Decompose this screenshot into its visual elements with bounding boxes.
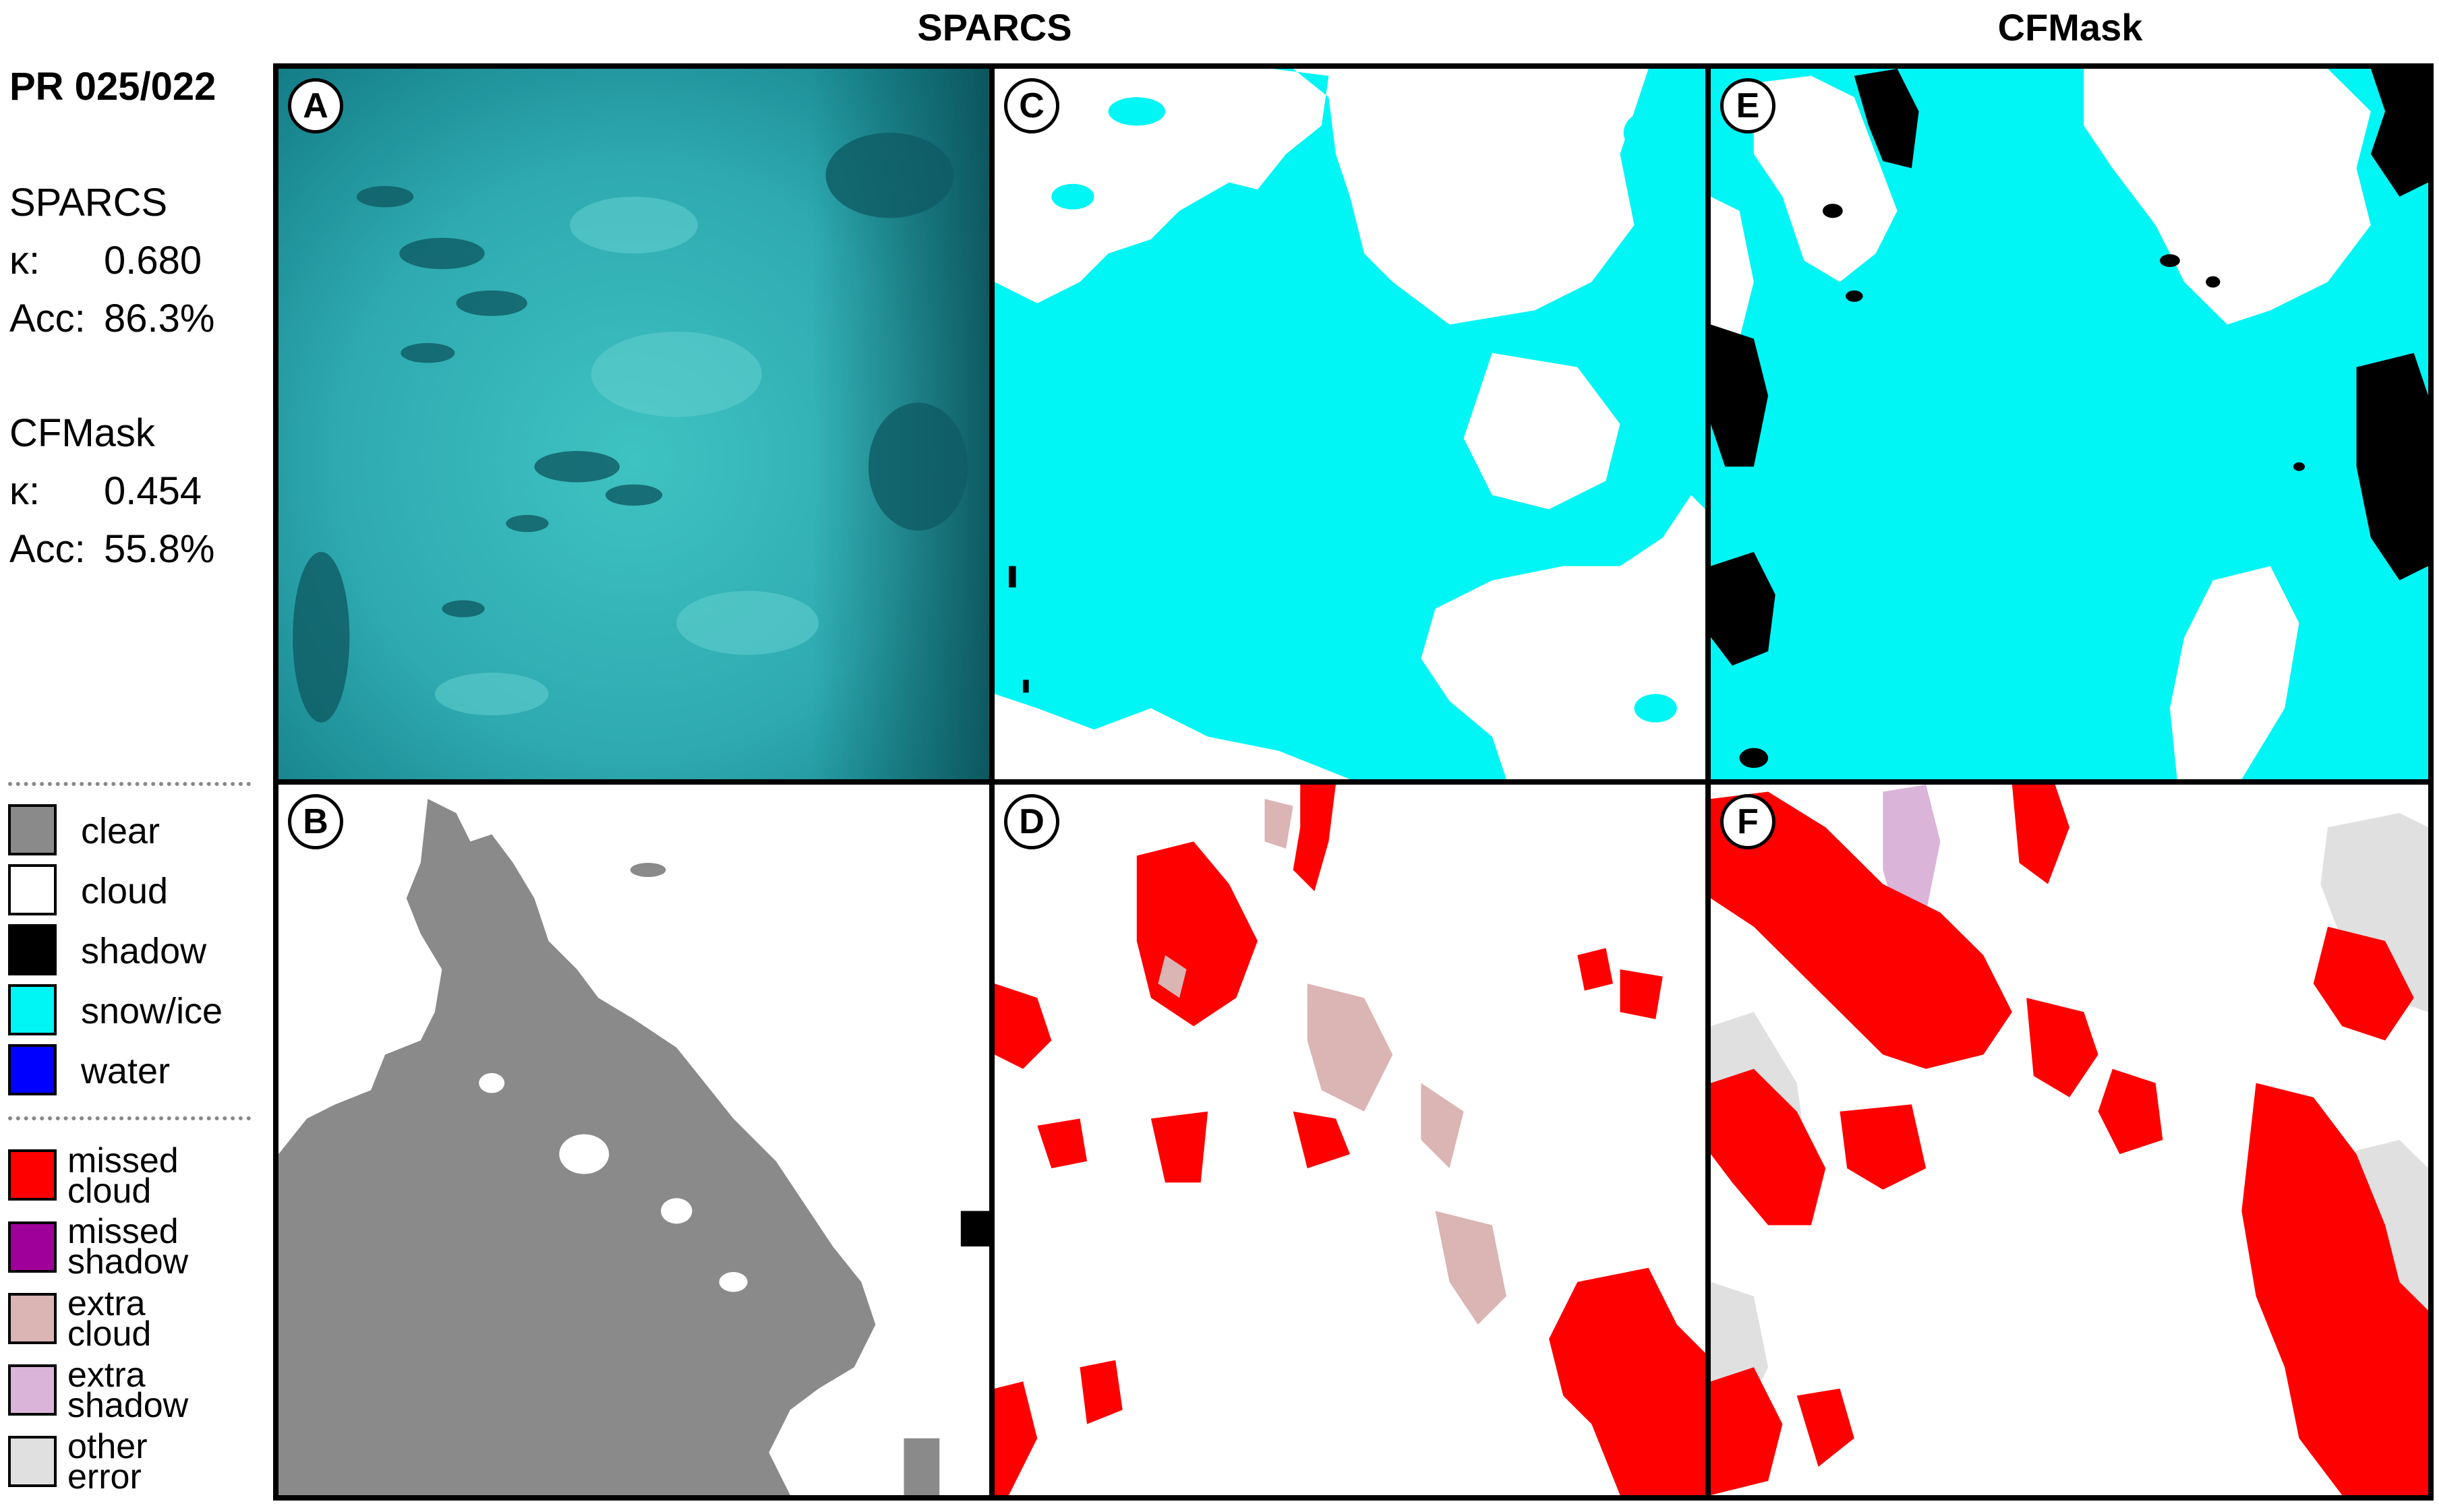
panel-f-letter: F [1720,794,1775,849]
panel-a-satellite-image: A [273,63,995,785]
panel-e-letter: E [1720,78,1775,133]
sidebar: PR 025/022 SPARCS κ: 0.680 Acc: 86.3% CFMa… [0,0,270,1512]
legend-label-shadow: shadow [81,931,207,971]
cfmask-kappa-row: κ: 0.454 [9,472,202,511]
panel-c-letter: C [1004,78,1059,133]
legend-label-water: water [81,1051,171,1091]
sparcs-kappa-row: κ: 0.680 [9,241,202,280]
legend-swatch-cloud [8,864,57,915]
cfmask-acc-row: Acc: 55.8% [9,530,214,569]
sparcs-acc-label: Acc: [9,297,86,340]
legend-label-snow-ice: snow/ice [81,991,223,1031]
sparcs-error-map-image [995,785,1705,1495]
panel-c-sparcs-classification: C [989,63,1711,785]
legend-swatch-missed-cloud [8,1149,57,1201]
legend-label-missed-cloud: missed cloud [67,1141,179,1211]
legend-swatch-shadow [8,924,57,975]
path-row-label: PR 025/022 [9,65,216,109]
cfmask-kappa-value: 0.454 [104,469,202,513]
legend-label-other-error: other error [67,1427,148,1496]
legend-swatch-missed-shadow [8,1221,57,1273]
sparcs-acc-row: Acc: 86.3% [9,299,214,338]
legend-swatch-clear [8,804,57,855]
panel-d-sparcs-error-map: D [989,779,1711,1501]
panel-d-letter: D [1004,794,1059,849]
column-header-cfmask: CFMask [1997,6,2143,49]
panel-a-letter: A [288,78,343,133]
legend-label-extra-cloud: extra cloud [67,1284,152,1354]
panel-f-cfmask-error-map: F [1705,779,2434,1501]
cfmask-acc-value: 55.8% [104,527,215,571]
legend-swatch-other-error [8,1436,57,1487]
legend-label-clear: clear [81,811,160,851]
panel-b-reference-mask: B [273,779,995,1501]
legend-divider-top [8,782,251,786]
reference-mask-image [278,785,989,1495]
cfmask-acc-label: Acc: [9,527,86,571]
legend-swatch-extra-shadow [8,1364,57,1416]
sparcs-acc-value: 86.3% [104,297,215,340]
legend-label-cloud: cloud [81,871,169,911]
legend-swatch-snow-ice [8,984,57,1035]
legend-swatch-water [8,1044,57,1095]
legend-swatch-extra-cloud [8,1293,57,1344]
cfmask-error-map-image [1711,785,2428,1495]
sparcs-kappa-value: 0.680 [104,239,202,282]
sparcs-classification-image [995,69,1705,779]
panel-b-letter: B [288,794,343,849]
satellite-image [278,69,989,779]
cfmask-classification-image [1711,69,2428,779]
sparcs-kappa-label: κ: [9,239,40,282]
legend-label-missed-shadow: missed shadow [67,1212,189,1281]
legend-label-extra-shadow: extra shadow [67,1356,189,1425]
cfmask-stats-title: CFMask [9,411,155,455]
panel-e-cfmask-classification: E [1705,63,2434,785]
cfmask-kappa-label: κ: [9,469,40,513]
legend-divider-bottom [8,1116,251,1120]
sparcs-stats-title: SPARCS [9,181,168,224]
